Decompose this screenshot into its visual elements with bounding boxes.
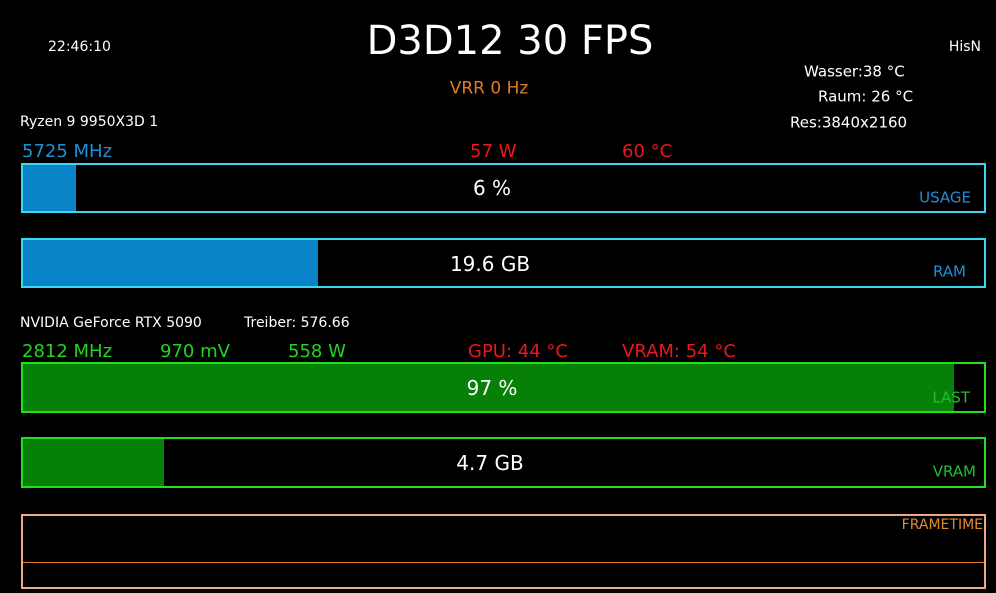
ram-value: 19.6 GB — [449, 252, 531, 276]
room-temp: Raum: 26 °C — [818, 87, 914, 106]
vram-value: 4.7 GB — [456, 451, 524, 475]
frametime-line — [23, 562, 984, 563]
frametime-graph — [21, 514, 986, 589]
cpu-usage-value: 6 % — [472, 176, 512, 200]
cpu-usage-label: USAGE — [919, 188, 971, 207]
gpu-load-label: LAST — [932, 388, 970, 407]
vram-temp: VRAM: 54 °C — [622, 341, 736, 362]
cpu-clock: 5725 MHz — [22, 141, 113, 162]
title: D3D12 30 FPS — [366, 18, 654, 64]
gpu-power: 558 W — [288, 341, 346, 362]
gpu-driver: Treiber: 576.66 — [244, 315, 350, 331]
gpu-name: NVIDIA GeForce RTX 5090 — [20, 315, 202, 331]
bar-fill — [23, 165, 76, 211]
gpu-clock: 2812 MHz — [22, 341, 113, 362]
cpu-usage-bar — [21, 163, 986, 213]
gpu-load-value: 97 % — [466, 376, 518, 400]
cpu-power: 57 W — [470, 141, 517, 162]
water-temp: Wasser:38 °C — [804, 62, 905, 81]
cpu-name: Ryzen 9 9950X3D 1 — [20, 114, 159, 130]
gpu-voltage: 970 mV — [160, 341, 230, 362]
ram-bar — [21, 238, 986, 288]
user: HisN — [948, 39, 981, 55]
vram-bar — [21, 437, 986, 488]
vrr: VRR 0 Hz — [449, 78, 529, 99]
vram-label: VRAM — [932, 462, 976, 481]
bar-fill — [23, 240, 318, 286]
resolution: Res:3840x2160 — [790, 113, 908, 132]
gpu-load-bar — [21, 362, 986, 413]
bar-fill — [23, 364, 954, 411]
clock: 22:46:10 — [48, 39, 111, 55]
frametime-label: FRAMETIME — [901, 517, 983, 533]
bar-fill — [23, 439, 164, 486]
ram-label: RAM — [932, 262, 966, 281]
gpu-temp: GPU: 44 °C — [468, 341, 568, 362]
cpu-temp: 60 °C — [622, 141, 673, 162]
